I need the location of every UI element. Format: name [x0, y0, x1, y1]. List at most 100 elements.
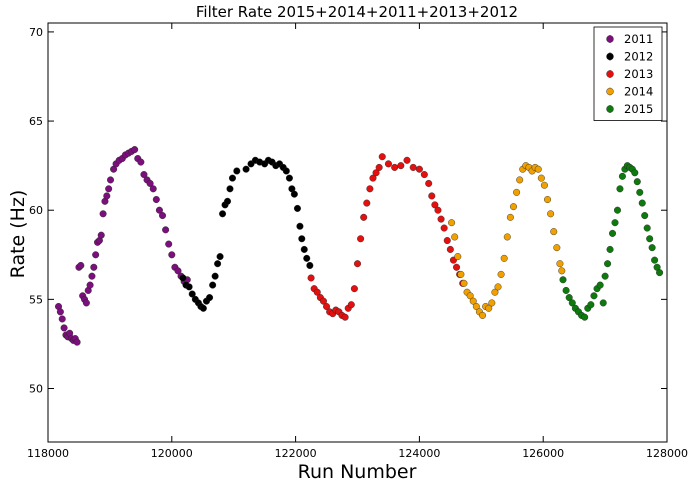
data-point: [105, 185, 113, 193]
data-point: [58, 315, 66, 323]
data-point: [199, 304, 207, 312]
data-point: [290, 190, 298, 198]
series-2013: [307, 153, 467, 321]
data-point: [224, 197, 232, 205]
data-point: [553, 244, 561, 252]
data-point: [503, 233, 511, 241]
data-point: [451, 233, 459, 241]
data-point: [282, 167, 290, 175]
data-point: [366, 185, 374, 193]
data-point: [513, 188, 521, 196]
y-tick-label: 70: [29, 26, 43, 39]
data-point: [214, 260, 222, 268]
data-point: [375, 163, 383, 171]
x-tick-label: 126000: [522, 447, 564, 460]
legend-marker: [606, 52, 614, 61]
data-point: [466, 292, 474, 300]
data-point: [443, 237, 451, 245]
data-point: [431, 201, 439, 209]
data-point: [599, 299, 607, 307]
data-point: [152, 196, 160, 204]
data-point: [307, 274, 315, 282]
data-point: [306, 261, 314, 269]
data-point: [82, 299, 90, 307]
data-point: [209, 281, 217, 289]
data-point: [509, 203, 517, 211]
y-tick-label: 60: [29, 204, 43, 217]
data-point: [479, 311, 487, 319]
data-point: [73, 338, 81, 346]
data-point: [437, 215, 445, 223]
legend-entry-label: 2015: [624, 102, 653, 116]
data-point: [448, 219, 456, 227]
data-point: [226, 185, 234, 193]
data-point: [391, 163, 399, 171]
legend-marker: [606, 35, 614, 43]
data-point: [347, 301, 355, 309]
data-point: [103, 192, 111, 200]
data-point: [92, 251, 100, 259]
data-point: [77, 261, 85, 269]
data-point: [565, 294, 573, 302]
data-point: [581, 313, 589, 321]
data-point: [90, 263, 98, 271]
data-point: [454, 253, 462, 261]
data-point: [159, 212, 167, 220]
data-point: [636, 188, 644, 196]
data-point: [631, 169, 639, 177]
data-point: [472, 302, 480, 310]
data-point: [131, 146, 139, 154]
data-point: [162, 226, 170, 234]
data-point: [558, 267, 566, 275]
data-point: [56, 308, 64, 316]
data-point: [88, 272, 96, 280]
y-axis-label: Rate (Hz): [7, 190, 29, 279]
data-point: [611, 219, 619, 227]
plot-area: [55, 146, 664, 346]
data-point: [137, 158, 145, 166]
data-point: [350, 285, 358, 293]
data-point: [188, 290, 196, 298]
x-tick-label: 128000: [646, 447, 688, 460]
legend-entry-label: 2014: [624, 85, 653, 99]
data-point: [206, 294, 214, 302]
data-point: [587, 301, 595, 309]
data-point: [616, 185, 624, 193]
data-point: [378, 153, 386, 161]
data-point: [363, 199, 371, 207]
data-point: [618, 172, 626, 180]
data-point: [547, 210, 555, 218]
series-2012: [179, 156, 314, 312]
data-point: [319, 297, 327, 305]
data-point: [146, 179, 154, 187]
data-point: [285, 174, 293, 182]
data-point: [601, 272, 609, 280]
data-point: [168, 251, 176, 259]
legend-entry-label: 2011: [624, 32, 653, 46]
series-2011: [55, 146, 191, 346]
data-point: [179, 274, 187, 282]
data-point: [341, 313, 349, 321]
data-point: [372, 169, 380, 177]
data-point: [497, 270, 505, 278]
data-point: [420, 171, 428, 179]
data-point: [298, 235, 306, 243]
data-point: [540, 181, 548, 189]
data-point: [550, 228, 558, 236]
data-point: [300, 245, 308, 253]
data-point: [446, 245, 454, 253]
data-point: [86, 281, 94, 289]
data-point: [397, 162, 405, 170]
data-point: [648, 244, 656, 252]
data-point: [596, 281, 604, 289]
data-point: [590, 292, 598, 300]
data-point: [434, 206, 442, 214]
data-point: [556, 260, 564, 268]
data-point: [60, 324, 68, 332]
data-point: [606, 245, 614, 253]
data-point: [485, 304, 493, 312]
x-tick-label: 124000: [398, 447, 440, 460]
data-point: [609, 229, 617, 237]
data-point: [354, 260, 362, 268]
data-point: [313, 288, 321, 296]
